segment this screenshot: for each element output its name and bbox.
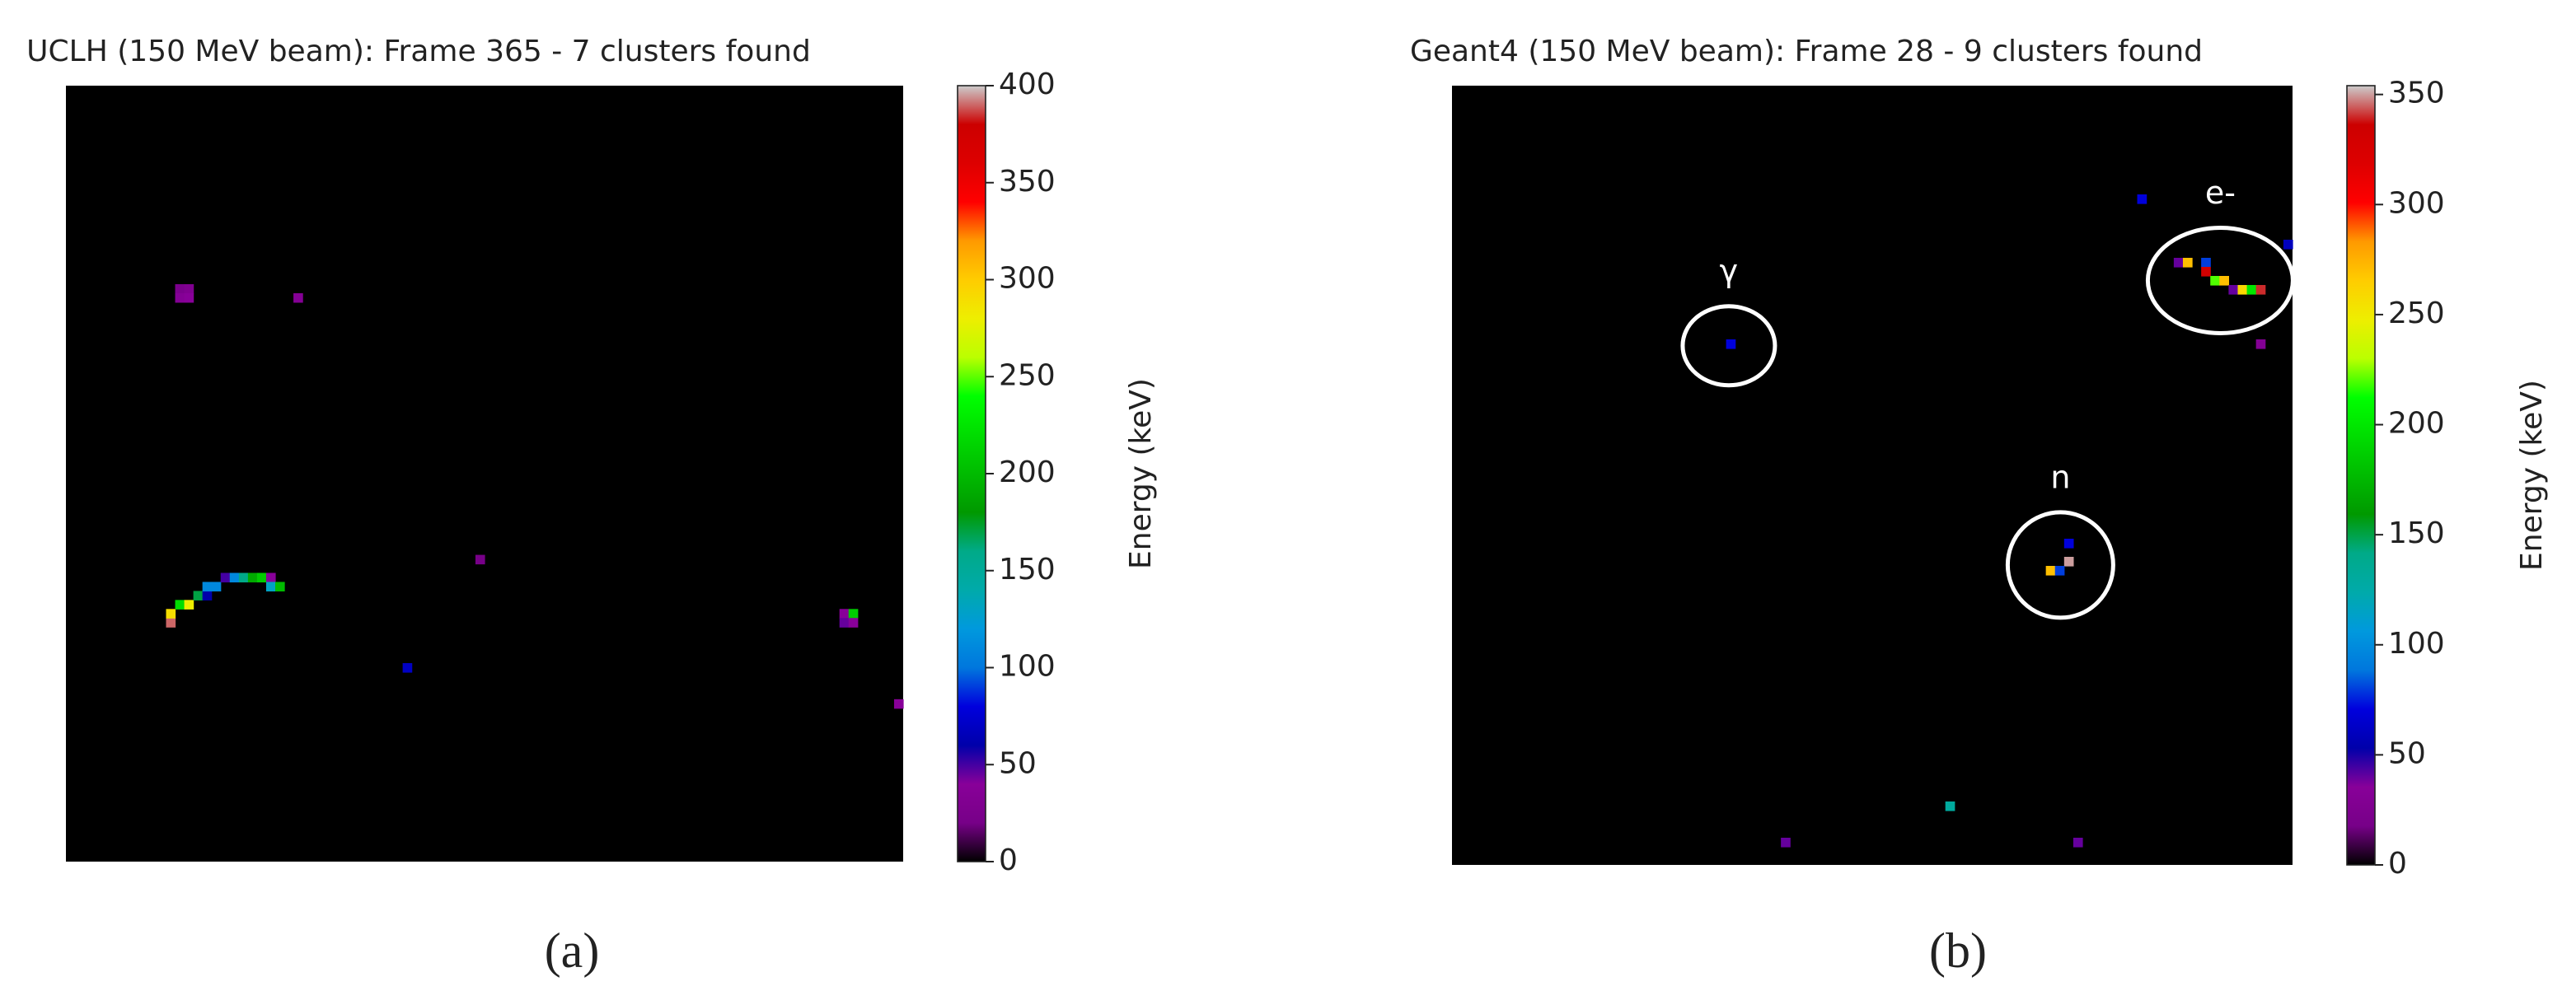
chart-title: Geant4 (150 MeV beam): Frame 28 - 9 clus… <box>1410 35 2203 68</box>
pixel <box>2283 240 2293 250</box>
pixel <box>229 572 240 583</box>
pixel <box>402 663 413 673</box>
caption: (b) <box>1929 923 1987 978</box>
colorbar-tick-label: 400 <box>999 68 1056 101</box>
pixel <box>184 283 194 294</box>
colorbar-tick-label: 0 <box>999 843 1018 877</box>
pixel <box>839 618 850 628</box>
colorbar-tick-label: 50 <box>2388 736 2426 770</box>
pixel <box>1781 838 1791 848</box>
chart-title: UCLH (150 MeV beam): Frame 365 - 7 clust… <box>26 35 811 68</box>
pixel <box>193 591 204 600</box>
colorbar-tick-label: 300 <box>999 262 1056 296</box>
pixel <box>2210 276 2220 286</box>
pixel <box>202 582 213 591</box>
pixel <box>166 609 176 619</box>
pixel <box>1945 801 1955 811</box>
pixel <box>2137 194 2147 204</box>
pixel <box>220 572 231 583</box>
pixel <box>839 609 850 619</box>
pixel <box>848 618 859 628</box>
pixel <box>275 582 285 591</box>
pixel <box>166 618 176 628</box>
colorbar-tick-label: 50 <box>999 746 1037 780</box>
panel: Geant4 (150 MeV beam): Frame 28 - 9 clus… <box>1410 35 2549 978</box>
colorbar-tick-label: 300 <box>2388 186 2445 220</box>
pixel <box>211 582 222 591</box>
colorbar-tick-label: 350 <box>2388 77 2445 110</box>
colorbar-tick-label: 250 <box>999 358 1056 392</box>
pixel <box>175 283 185 294</box>
pixel <box>2228 285 2239 295</box>
pixel <box>2054 566 2065 576</box>
annotation-label: γ <box>1720 253 1739 289</box>
pixel <box>265 572 276 583</box>
pixel <box>2255 339 2266 349</box>
pixel <box>202 591 213 600</box>
colorbar-tick-label: 250 <box>2388 297 2445 330</box>
pixel <box>2063 539 2074 549</box>
pixel <box>893 699 904 709</box>
pixel <box>2246 285 2257 295</box>
pixel <box>2173 258 2184 268</box>
pixel <box>265 582 276 591</box>
pixel <box>293 292 303 303</box>
colorbar-tick-label: 100 <box>999 650 1056 684</box>
colorbar-tick-label: 100 <box>2388 627 2445 661</box>
annotation-circle <box>1680 304 1777 388</box>
colorbar <box>2346 85 2376 866</box>
pixel <box>2063 557 2074 567</box>
pixel <box>2201 258 2211 268</box>
panel: UCLH (150 MeV beam): Frame 365 - 7 clust… <box>26 35 1158 978</box>
pixel <box>2219 276 2229 286</box>
pixel <box>175 600 185 610</box>
annotation-label: n <box>2050 459 2070 495</box>
pixel <box>238 572 249 583</box>
colorbar-tick-label: 0 <box>2388 847 2407 881</box>
pixel <box>247 572 258 583</box>
pixel <box>2182 258 2193 268</box>
pixel <box>184 600 194 610</box>
pixel <box>2237 285 2248 295</box>
colorbar-tick-label: 150 <box>2388 516 2445 550</box>
pixel <box>2045 566 2056 576</box>
pixel <box>1726 339 1736 349</box>
pixel <box>175 292 185 303</box>
pixel <box>2255 285 2266 295</box>
caption: (a) <box>545 923 600 978</box>
annotation-label: e- <box>2205 175 2236 211</box>
annotation-circle <box>2145 226 2295 335</box>
colorbar-tick-label: 350 <box>999 165 1056 199</box>
plot-area <box>1452 86 2293 865</box>
pixel <box>256 572 267 583</box>
plot-area <box>66 86 903 862</box>
colorbar-tick-label: 200 <box>999 456 1056 489</box>
colorbar-tick-label: 150 <box>999 553 1056 586</box>
pixel <box>184 292 194 303</box>
colorbar <box>957 85 986 862</box>
colorbar-label: Energy (keV) <box>1124 378 1158 569</box>
pixel <box>848 609 859 619</box>
pixel <box>475 554 485 565</box>
colorbar-label: Energy (keV) <box>2515 380 2549 571</box>
pixel <box>2201 267 2211 277</box>
pixel <box>2073 838 2083 848</box>
annotation-circle <box>2005 510 2115 620</box>
colorbar-tick-label: 200 <box>2388 407 2445 441</box>
